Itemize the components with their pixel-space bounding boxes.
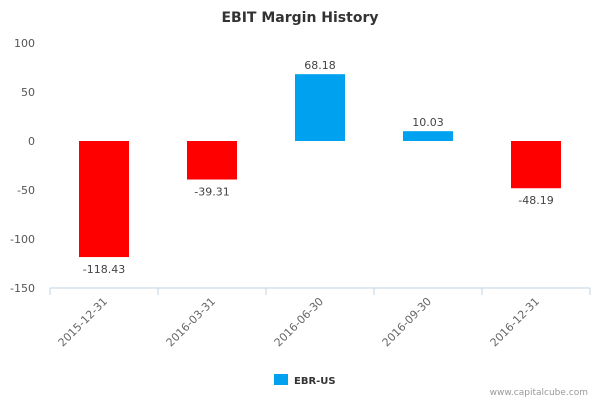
x-tick-label: 2016-06-30 xyxy=(272,295,326,349)
data-label: -118.43 xyxy=(83,263,125,276)
data-label: 10.03 xyxy=(412,116,444,129)
y-tick-label: 0 xyxy=(28,135,35,148)
y-tick-label: -50 xyxy=(17,184,35,197)
bars xyxy=(79,74,561,258)
chart-title: EBIT Margin History xyxy=(221,10,378,26)
data-label: -39.31 xyxy=(194,186,229,199)
y-tick-label: -150 xyxy=(10,282,35,295)
x-tick-label: 2016-03-31 xyxy=(164,295,218,349)
y-axis-ticks: 100 50 0 -50 -100 -150 xyxy=(10,37,35,295)
legend-swatch[interactable] xyxy=(274,374,288,385)
bar[interactable] xyxy=(403,131,453,141)
y-tick-label: 100 xyxy=(14,37,35,50)
x-axis: 2015-12-31 2016-03-31 2016-06-30 2016-09-30… xyxy=(49,287,591,349)
bar[interactable] xyxy=(295,74,345,141)
data-labels: -118.43 -39.31 68.18 10.03 -48.19 xyxy=(83,59,554,276)
x-tick-label: 2015-12-31 xyxy=(56,295,110,349)
x-tick-label: 2016-12-31 xyxy=(488,295,542,349)
x-tick-label: 2016-09-30 xyxy=(380,295,434,349)
legend[interactable]: EBR-US xyxy=(274,374,336,387)
bar[interactable] xyxy=(511,141,561,189)
y-tick-label: 50 xyxy=(21,86,35,99)
y-tick-label: -100 xyxy=(10,233,35,246)
data-label: 68.18 xyxy=(304,59,336,72)
bar[interactable] xyxy=(79,141,129,258)
credit-text: www.capitalcube.com xyxy=(490,388,588,398)
legend-label[interactable]: EBR-US xyxy=(294,376,336,387)
bar[interactable] xyxy=(187,141,237,180)
data-label: -48.19 xyxy=(518,194,553,207)
